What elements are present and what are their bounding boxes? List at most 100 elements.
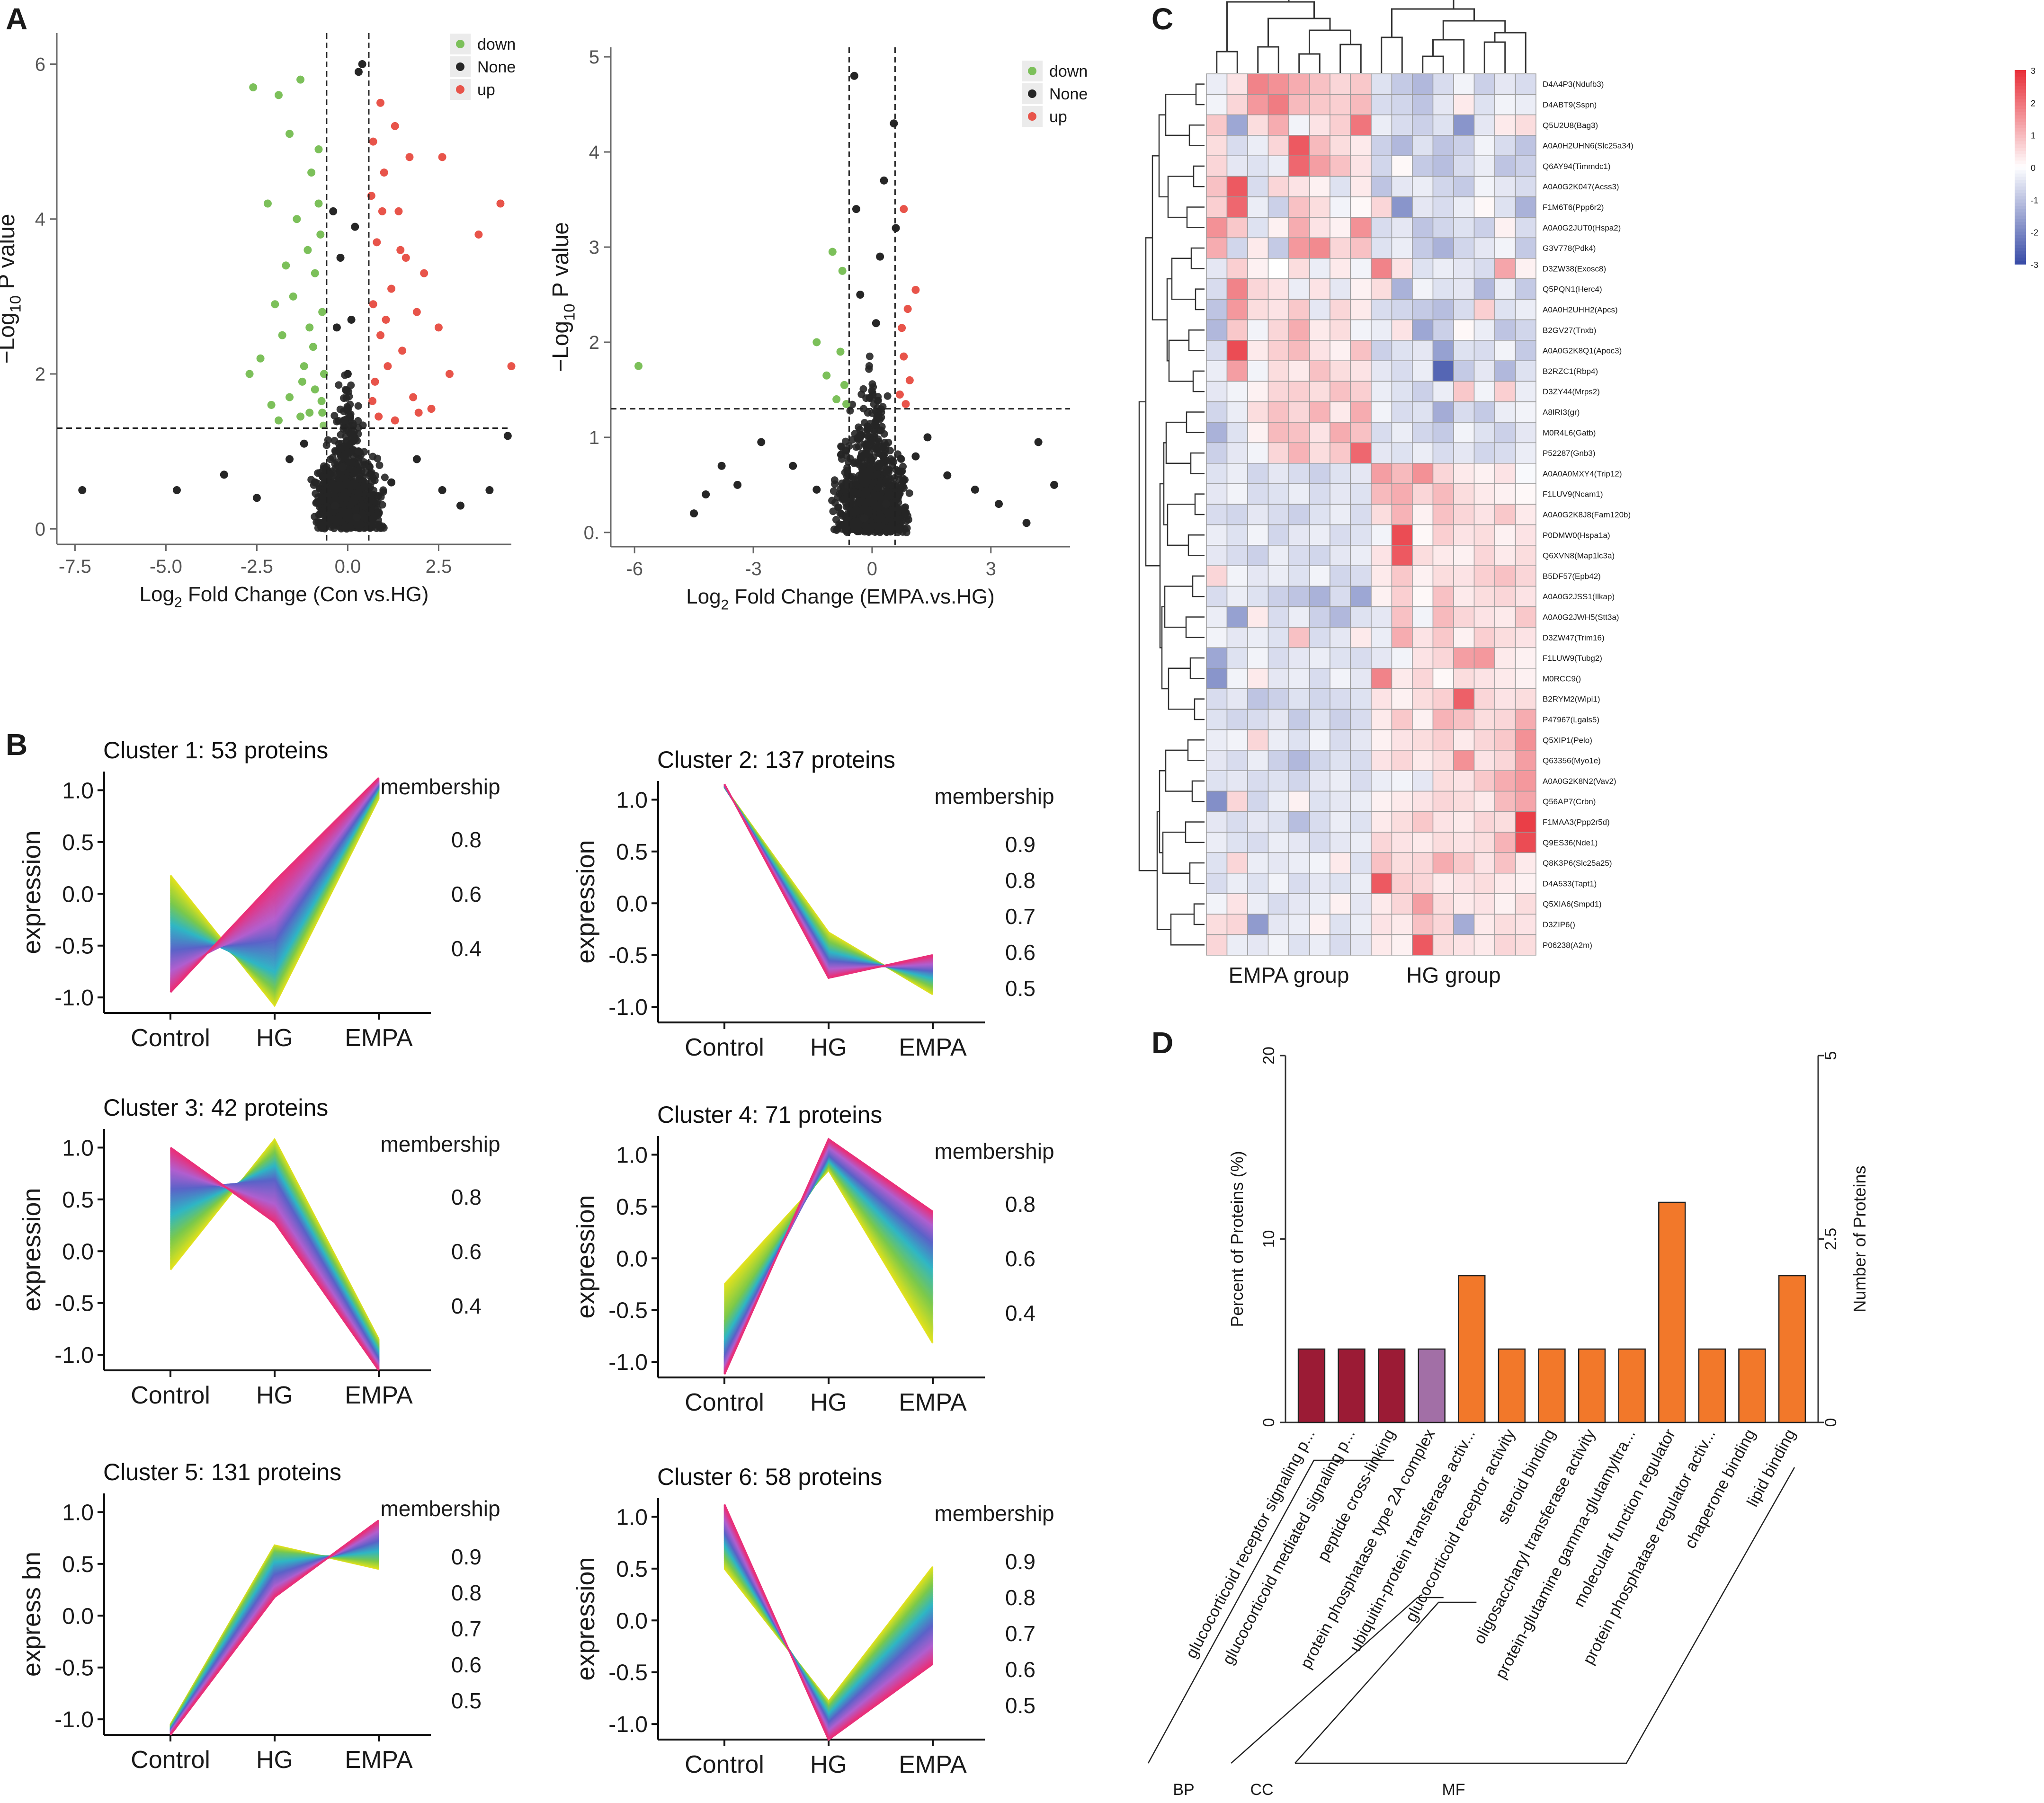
heatmap-cell — [1330, 278, 1351, 300]
volcano-point — [888, 524, 896, 532]
heatmap-cell — [1453, 135, 1475, 156]
heatmap-cell — [1453, 627, 1475, 648]
heatmap-cell — [1432, 381, 1454, 402]
heatmap-cell — [1473, 914, 1495, 935]
heatmap-cell — [1371, 135, 1392, 156]
heatmap-cell — [1515, 709, 1536, 730]
volcano-point-down — [256, 354, 265, 363]
volcano-point — [321, 501, 330, 509]
volcano-point-up — [412, 308, 421, 316]
color-legend-segment — [2015, 199, 2026, 203]
heatmap-cell — [1432, 688, 1454, 710]
heatmap-cell — [1473, 832, 1495, 853]
heatmap-cell — [1288, 934, 1310, 956]
heatmap-row-label: P0DMW0(Hspa1a) — [1543, 531, 1610, 540]
volcano-point — [856, 435, 864, 443]
heatmap-cell — [1350, 483, 1372, 505]
dendro-branch — [1185, 821, 1205, 843]
heatmap-cell — [1432, 422, 1454, 444]
heatmap-cell — [1206, 135, 1228, 156]
heatmap-cell — [1473, 893, 1495, 915]
y-tick-label: 1 — [589, 427, 599, 448]
heatmap-cell — [1494, 647, 1516, 669]
heatmap-cell — [1330, 237, 1351, 259]
heatmap-cell — [1515, 750, 1536, 771]
membership-value: 0.5 — [451, 1688, 482, 1713]
heatmap-cell — [1371, 688, 1392, 710]
volcano-point — [353, 437, 361, 445]
heatmap-cell — [1412, 565, 1434, 587]
color-legend-segment — [2015, 245, 2026, 249]
heatmap-row-label: Q5PQN1(Herc4) — [1543, 285, 1602, 294]
x-axis-label-pre: Log — [686, 585, 721, 608]
heatmap-cell — [1391, 196, 1413, 218]
heatmap-cell — [1494, 237, 1516, 259]
volcano-point-down — [245, 370, 254, 378]
heatmap-cell — [1226, 422, 1248, 444]
volcano-point — [904, 515, 912, 524]
color-legend-segment — [2015, 231, 2026, 236]
heatmap-cell — [1309, 811, 1330, 833]
heatmap-cell — [1288, 524, 1310, 546]
heatmap-cell — [1432, 565, 1454, 587]
y-tick-label: -1.0 — [54, 986, 94, 1011]
heatmap-cell — [1226, 524, 1248, 546]
cluster-name: Cluster 1 — [103, 737, 198, 764]
heatmap-cell — [1226, 217, 1248, 239]
heatmap-cell — [1267, 729, 1289, 751]
heatmap-cell — [1432, 545, 1454, 566]
heatmap-cell — [1371, 258, 1392, 279]
heatmap-cell — [1453, 832, 1475, 853]
heatmap-cell — [1330, 647, 1351, 669]
heatmap-cell — [1330, 135, 1351, 156]
y-tick-label: 1.0 — [616, 788, 648, 813]
heatmap-cell — [1267, 442, 1289, 464]
heatmap-cell — [1473, 422, 1495, 444]
heatmap-cell — [1371, 299, 1392, 320]
cluster-line — [170, 1542, 379, 1731]
heatmap-cell — [1330, 258, 1351, 279]
volcano-point-None — [438, 486, 446, 494]
heatmap-cell — [1391, 811, 1413, 833]
membership-value: 0.6 — [1005, 1246, 1035, 1271]
heatmap-row-label: Q6XVN8(Map1lc3a) — [1543, 551, 1615, 560]
heatmap-cell — [1412, 196, 1434, 218]
heatmap-cell — [1350, 565, 1372, 587]
volcano-point — [342, 514, 350, 522]
volcano-point-None — [365, 462, 374, 471]
heatmap-cell — [1371, 196, 1392, 218]
y-tick-label: -0.5 — [608, 1661, 648, 1686]
heatmap-row-label: Q5XIP1(Pelo) — [1543, 736, 1592, 745]
volcano-point — [844, 469, 852, 477]
volcano-point — [837, 510, 845, 518]
heatmap-cell — [1391, 832, 1413, 853]
heatmap-cell — [1309, 462, 1330, 484]
heatmap-row-label: B2RZC1(Rbp4) — [1543, 367, 1598, 376]
heatmap-cell — [1350, 524, 1372, 546]
heatmap-cell — [1432, 114, 1454, 136]
heatmap-cell — [1309, 381, 1330, 402]
dendro-branch — [1192, 370, 1205, 392]
volcano-point-up — [474, 230, 483, 239]
membership-value: 0.4 — [451, 1294, 482, 1318]
cluster-line — [170, 1146, 380, 1371]
heatmap-cell — [1330, 73, 1351, 95]
heatmap-cell — [1412, 258, 1434, 279]
heatmap-cell — [1330, 299, 1351, 320]
volcano-point-None — [757, 438, 766, 446]
volcano-point — [872, 421, 880, 429]
heatmap-cell — [1371, 729, 1392, 751]
y-axis-label-right: Number of Proteins — [1850, 1165, 1869, 1312]
heatmap-cell — [1412, 422, 1434, 444]
heatmap-cell — [1515, 237, 1536, 259]
y-tick-label: 1.0 — [616, 1505, 648, 1530]
panel-letter-d: D — [1151, 1026, 1173, 1060]
cluster-name: Cluster 6 — [657, 1464, 752, 1490]
heatmap-cell — [1350, 442, 1372, 464]
heatmap-cell — [1391, 442, 1413, 464]
heatmap-cell — [1206, 647, 1228, 669]
heatmap-cell — [1206, 278, 1228, 300]
heatmap-cell — [1226, 135, 1248, 156]
heatmap-cell — [1309, 893, 1330, 915]
cluster-name: Cluster 5 — [103, 1459, 198, 1485]
